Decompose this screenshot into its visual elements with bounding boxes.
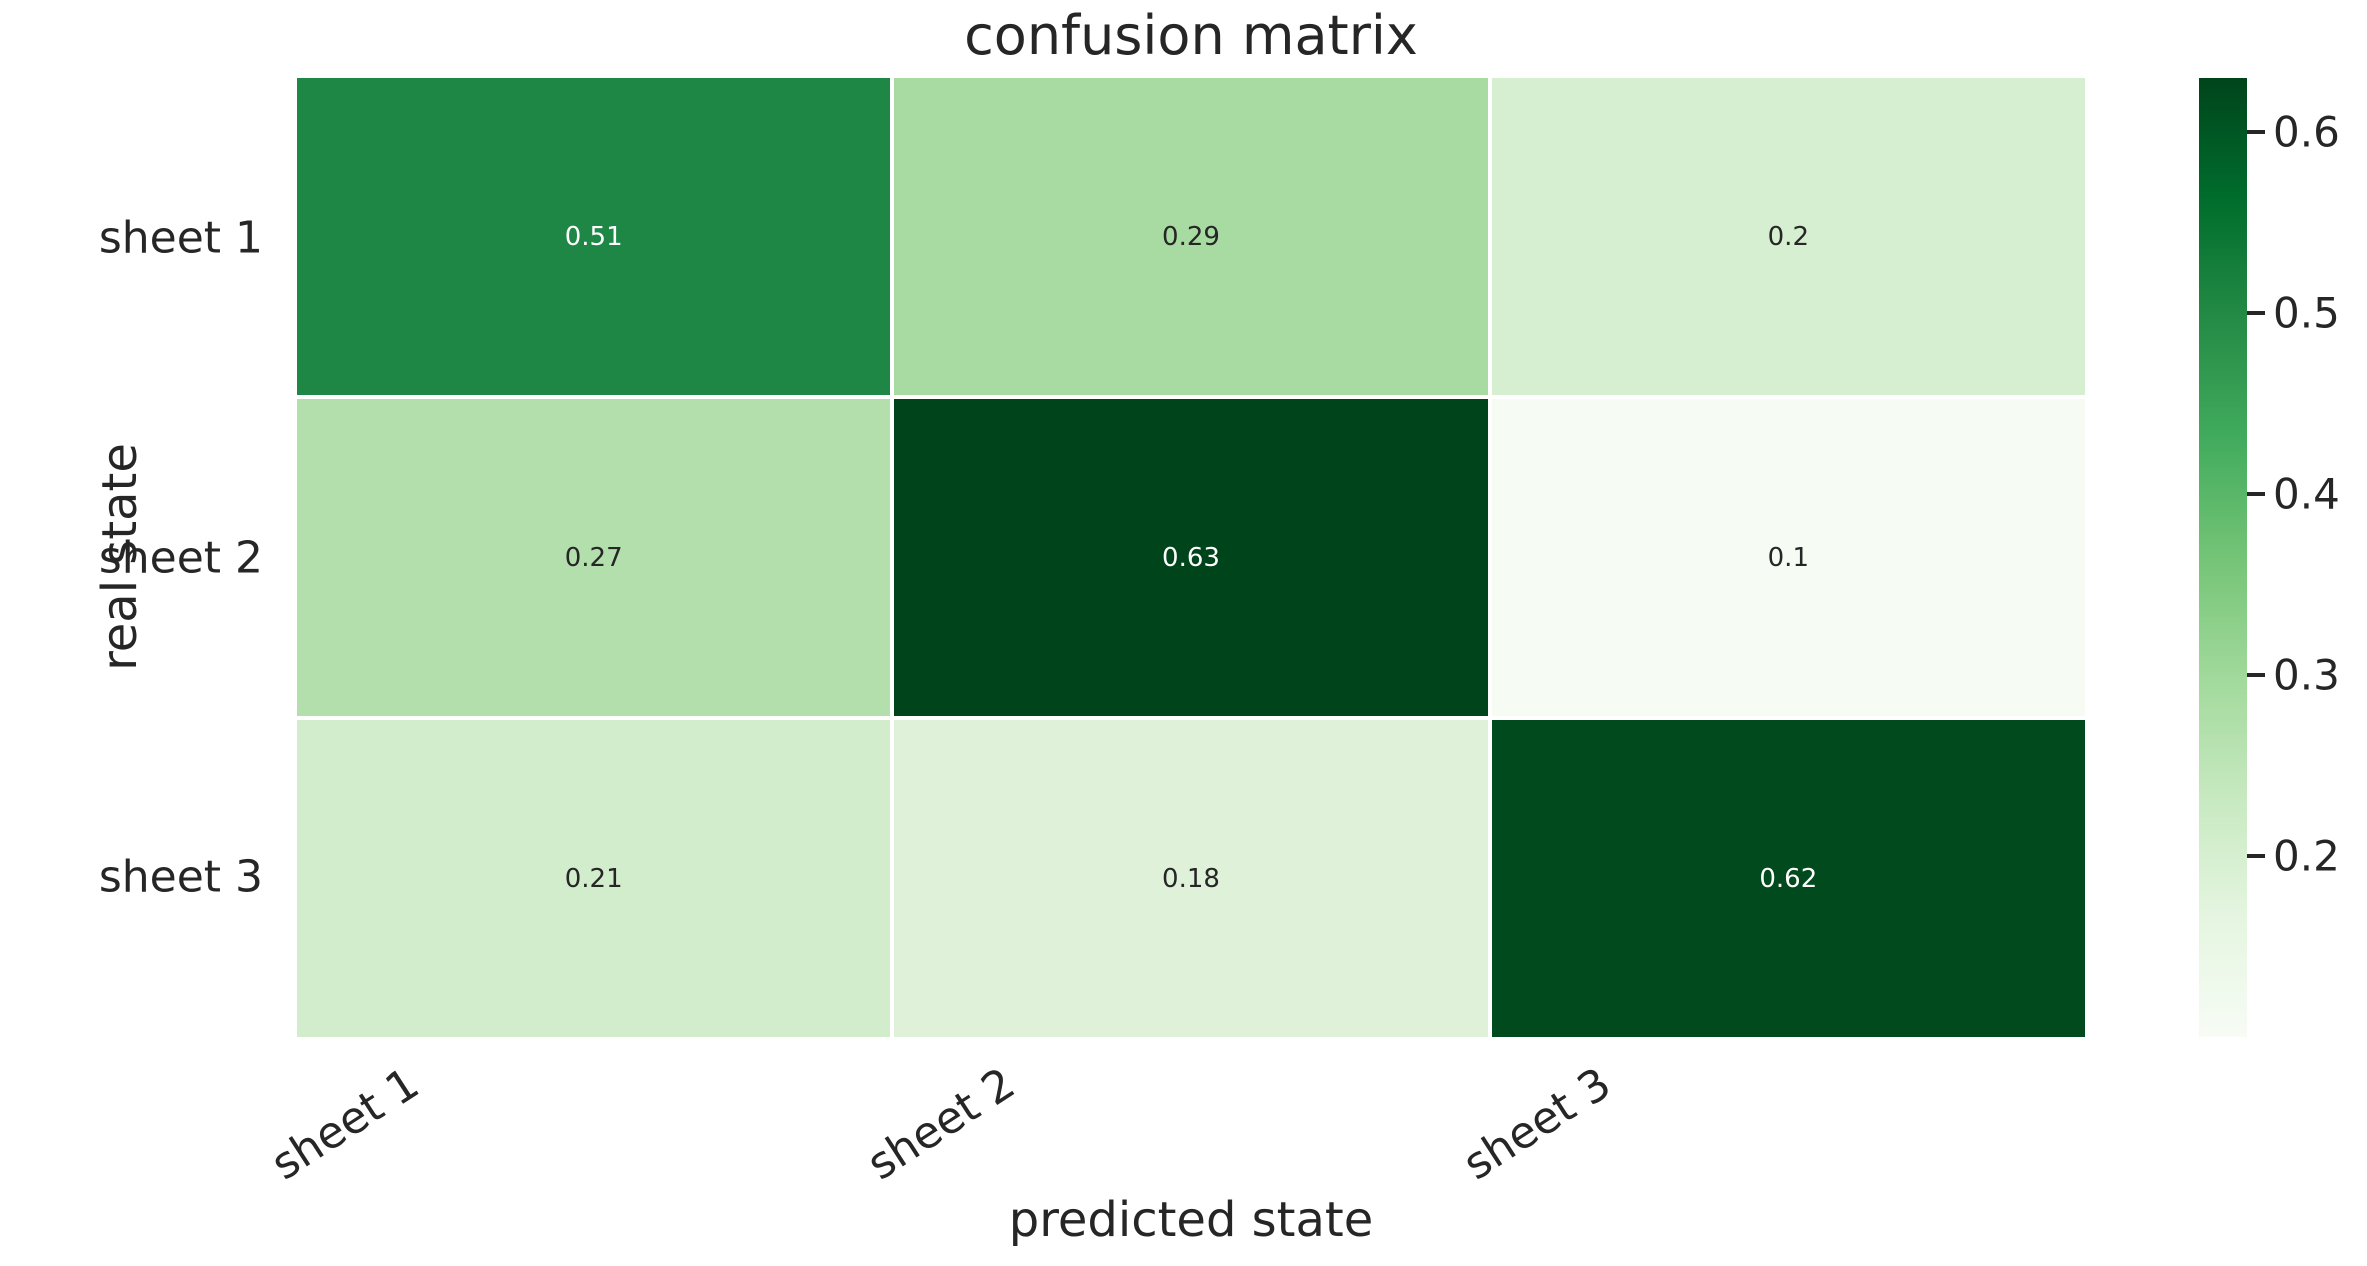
colorbar-tick-mark [2247,854,2265,859]
colorbar-tick-mark [2247,492,2265,497]
x-tick-label: sheet 3 [1454,1058,1620,1191]
cell-value: 0.62 [1759,863,1818,894]
heatmap-cell: 0.51 [297,78,891,395]
colorbar-tick-mark [2247,311,2265,316]
colorbar-tick-label: 0.5 [2273,288,2340,338]
heatmap-cell: 0.21 [297,720,891,1037]
colorbar-tick-mark [2247,673,2265,678]
colorbar-tick-label: 0.3 [2273,650,2340,700]
chart-title: confusion matrix [964,4,1418,67]
cell-value: 0.29 [1162,221,1220,252]
x-axis-label: predicted state [1008,1192,1374,1248]
cell-value: 0.18 [1162,863,1220,894]
heatmap-cell: 0.63 [894,399,1488,716]
heatmap-cell: 0.29 [894,78,1488,395]
cell-value: 0.51 [564,221,623,252]
x-tick-label: sheet 2 [858,1058,1024,1191]
cell-value: 0.63 [1162,542,1220,573]
cell-value: 0.2 [1767,221,1809,252]
cell-value: 0.21 [564,863,623,894]
heatmap-cell: 0.62 [1491,720,2085,1037]
heatmap-cell: 0.27 [297,399,891,716]
heatmap-grid: 0.51 0.29 0.2 0.27 0.63 0.1 0.21 0.18 0.62 [297,78,2085,1037]
y-tick-label: sheet 3 [98,851,263,903]
y-tick-label: sheet 1 [98,212,263,264]
cell-value: 0.1 [1767,542,1809,573]
y-tick-label: sheet 2 [98,532,263,583]
colorbar-tick-mark [2247,130,2265,135]
heatmap-cell: 0.18 [894,720,1488,1037]
colorbar-tick-label: 0.6 [2273,107,2340,157]
colorbar-tick-label: 0.4 [2273,469,2340,519]
x-tick-label: sheet 1 [262,1058,428,1191]
heatmap-cell: 0.1 [1491,399,2085,716]
colorbar [2199,78,2247,1037]
colorbar-tick-label: 0.2 [2273,831,2340,881]
colorbar-tick-labels: 0.6 0.5 0.4 0.3 0.2 [2199,78,2359,1037]
heatmap-cell: 0.2 [1491,78,2085,395]
cell-value: 0.27 [564,542,623,573]
